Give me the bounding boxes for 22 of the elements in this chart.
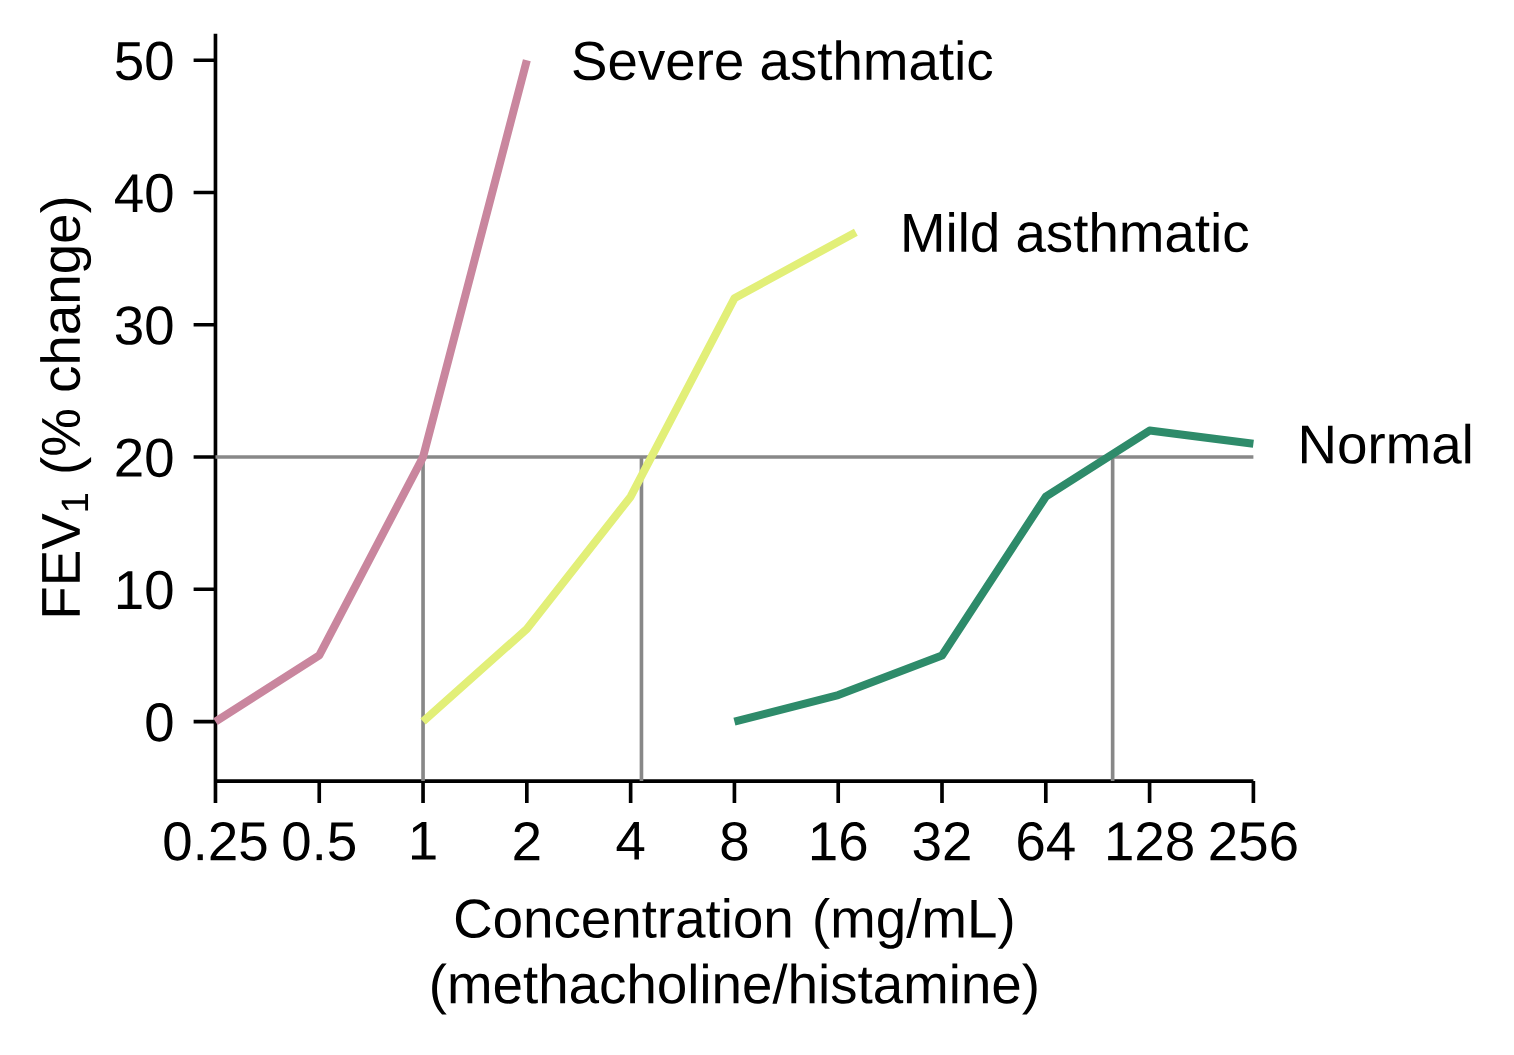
y-tick-label: 20 xyxy=(116,438,173,478)
x-tick-label: 1 xyxy=(412,822,436,860)
series-label: Severe asthmatic xyxy=(573,40,993,81)
series-label: Normal xyxy=(1301,423,1471,465)
y-tick-label: 50 xyxy=(115,41,173,81)
x-tick-label: 16 xyxy=(811,822,867,861)
x-tick-label: 8 xyxy=(721,822,748,861)
x-tick-label: 128 xyxy=(1108,822,1193,861)
y-tick-label: 30 xyxy=(115,306,173,346)
x-tick-label: 0.25 xyxy=(164,822,267,861)
x-tick-label: 4 xyxy=(616,822,645,860)
y-tick-label: 40 xyxy=(115,174,173,213)
x-axis-title: Concentration (mg/mL) (methacholine/histamine) xyxy=(432,898,1037,1015)
x-tick-label: 2 xyxy=(514,822,540,861)
x-tick-label: 0.5 xyxy=(283,822,356,861)
x-tick-label: 32 xyxy=(913,822,970,861)
x-tick-label: 64 xyxy=(1018,822,1075,861)
y-axis-title: FEV$_{1}$ (% change) xyxy=(40,198,92,616)
series-label: Mild asthmatic xyxy=(904,212,1249,253)
y-tick-label: 0 xyxy=(146,703,173,742)
x-tick-label: 256 xyxy=(1210,822,1297,861)
y-tick-label: 10 xyxy=(117,570,173,610)
